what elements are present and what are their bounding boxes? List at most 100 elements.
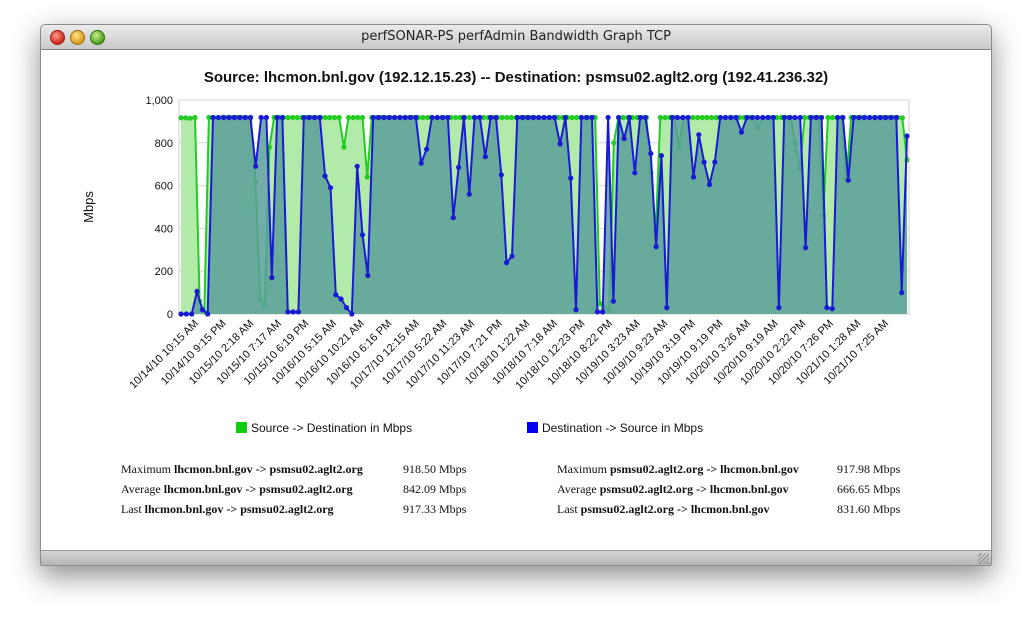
data-point <box>221 114 227 121</box>
resize-grip-icon[interactable] <box>978 553 989 564</box>
data-point <box>835 114 841 121</box>
data-point <box>327 185 334 191</box>
data-point <box>355 114 361 121</box>
minimize-icon[interactable] <box>70 30 85 45</box>
data-point <box>488 114 494 121</box>
stat-path: lhcmon.bnl.gov -> psmsu02.aglt2.org <box>163 482 353 496</box>
zoom-icon[interactable] <box>90 30 105 45</box>
data-point <box>706 181 713 188</box>
data-point <box>407 114 414 121</box>
data-point <box>883 114 889 121</box>
data-point <box>279 114 285 121</box>
y-axis-label: Mbps <box>81 191 96 223</box>
stat-value: 842.09 Mbps <box>403 482 467 496</box>
data-point <box>568 175 574 181</box>
data-point <box>813 114 819 121</box>
data-point <box>178 115 184 121</box>
data-point <box>704 114 710 121</box>
data-point <box>391 114 398 121</box>
data-point <box>808 114 814 121</box>
data-point <box>708 114 715 121</box>
data-point <box>819 114 825 121</box>
close-icon[interactable] <box>50 30 65 45</box>
data-point <box>477 114 483 121</box>
data-point <box>341 144 347 150</box>
stat-row: Average psmsu02.aglt2.org -> lhcmon.bnl.… <box>557 479 937 499</box>
data-point <box>333 292 339 298</box>
data-point <box>194 288 200 295</box>
data-point <box>546 114 552 121</box>
data-point <box>290 114 296 121</box>
data-point <box>504 260 510 266</box>
data-point <box>851 114 857 121</box>
data-point <box>899 115 905 121</box>
data-point <box>861 114 867 121</box>
data-point <box>695 114 701 121</box>
data-point <box>457 114 463 121</box>
data-point <box>872 114 878 121</box>
data-point <box>620 114 626 121</box>
data-point <box>205 311 211 317</box>
data-point <box>754 114 761 121</box>
data-point <box>626 114 633 121</box>
data-point <box>776 305 782 311</box>
data-point <box>349 311 355 317</box>
data-point <box>183 311 189 317</box>
data-point <box>450 215 456 221</box>
data-point <box>508 114 514 121</box>
data-point <box>792 114 798 121</box>
data-point <box>247 114 253 121</box>
data-point <box>364 174 370 180</box>
data-point <box>611 140 617 146</box>
chart-title: Source: lhcmon.bnl.gov (192.12.15.23) --… <box>203 69 829 86</box>
data-point <box>610 298 617 304</box>
legend-swatch-blue <box>527 422 538 433</box>
data-point <box>413 114 419 121</box>
data-point <box>760 114 766 121</box>
data-point <box>397 114 403 121</box>
data-point <box>461 114 467 121</box>
data-point <box>424 146 430 152</box>
stat-label: Last <box>121 502 142 516</box>
data-point <box>637 114 643 121</box>
stat-row: Last psmsu02.aglt2.org -> lhcmon.bnl.gov… <box>557 499 937 519</box>
data-point <box>285 309 291 315</box>
data-point <box>466 191 472 197</box>
data-point <box>350 114 356 121</box>
data-point <box>685 114 691 121</box>
stat-row: Last lhcmon.bnl.gov -> psmsu02.aglt2.org… <box>121 499 481 519</box>
data-point <box>301 114 307 121</box>
window-title: perfSONAR-PS perfAdmin Bandwidth Graph T… <box>361 29 671 44</box>
data-point <box>226 114 232 121</box>
data-point <box>187 115 193 121</box>
data-point <box>856 114 862 121</box>
data-point <box>183 115 189 121</box>
data-point <box>888 114 894 121</box>
data-point <box>359 232 366 238</box>
status-bar <box>41 550 991 565</box>
title-bar[interactable]: perfSONAR-PS perfAdmin Bandwidth Graph T… <box>41 25 991 50</box>
data-point <box>306 114 312 121</box>
y-tick-label: 1,000 <box>145 95 173 107</box>
data-point <box>557 141 563 147</box>
stat-value: 917.33 Mbps <box>403 502 467 516</box>
data-point <box>425 114 431 121</box>
data-point <box>359 114 366 121</box>
data-point <box>829 114 836 121</box>
data-point <box>258 114 264 121</box>
data-point <box>215 114 221 121</box>
data-point <box>418 160 424 166</box>
y-tick-label: 200 <box>155 266 173 278</box>
legend-item-destination-source: Destination -> Source in Mbps <box>527 421 703 435</box>
y-tick-label: 400 <box>155 223 173 235</box>
data-point <box>605 114 611 121</box>
stat-row: Maximum psmsu02.aglt2.org -> lhcmon.bnl.… <box>557 459 937 479</box>
data-point <box>237 114 243 121</box>
data-point <box>317 114 323 121</box>
data-point <box>642 114 649 121</box>
data-point <box>386 114 392 121</box>
data-point <box>480 114 487 121</box>
stat-value: 666.65 Mbps <box>837 482 901 496</box>
data-point <box>893 114 899 121</box>
data-point <box>509 253 515 259</box>
